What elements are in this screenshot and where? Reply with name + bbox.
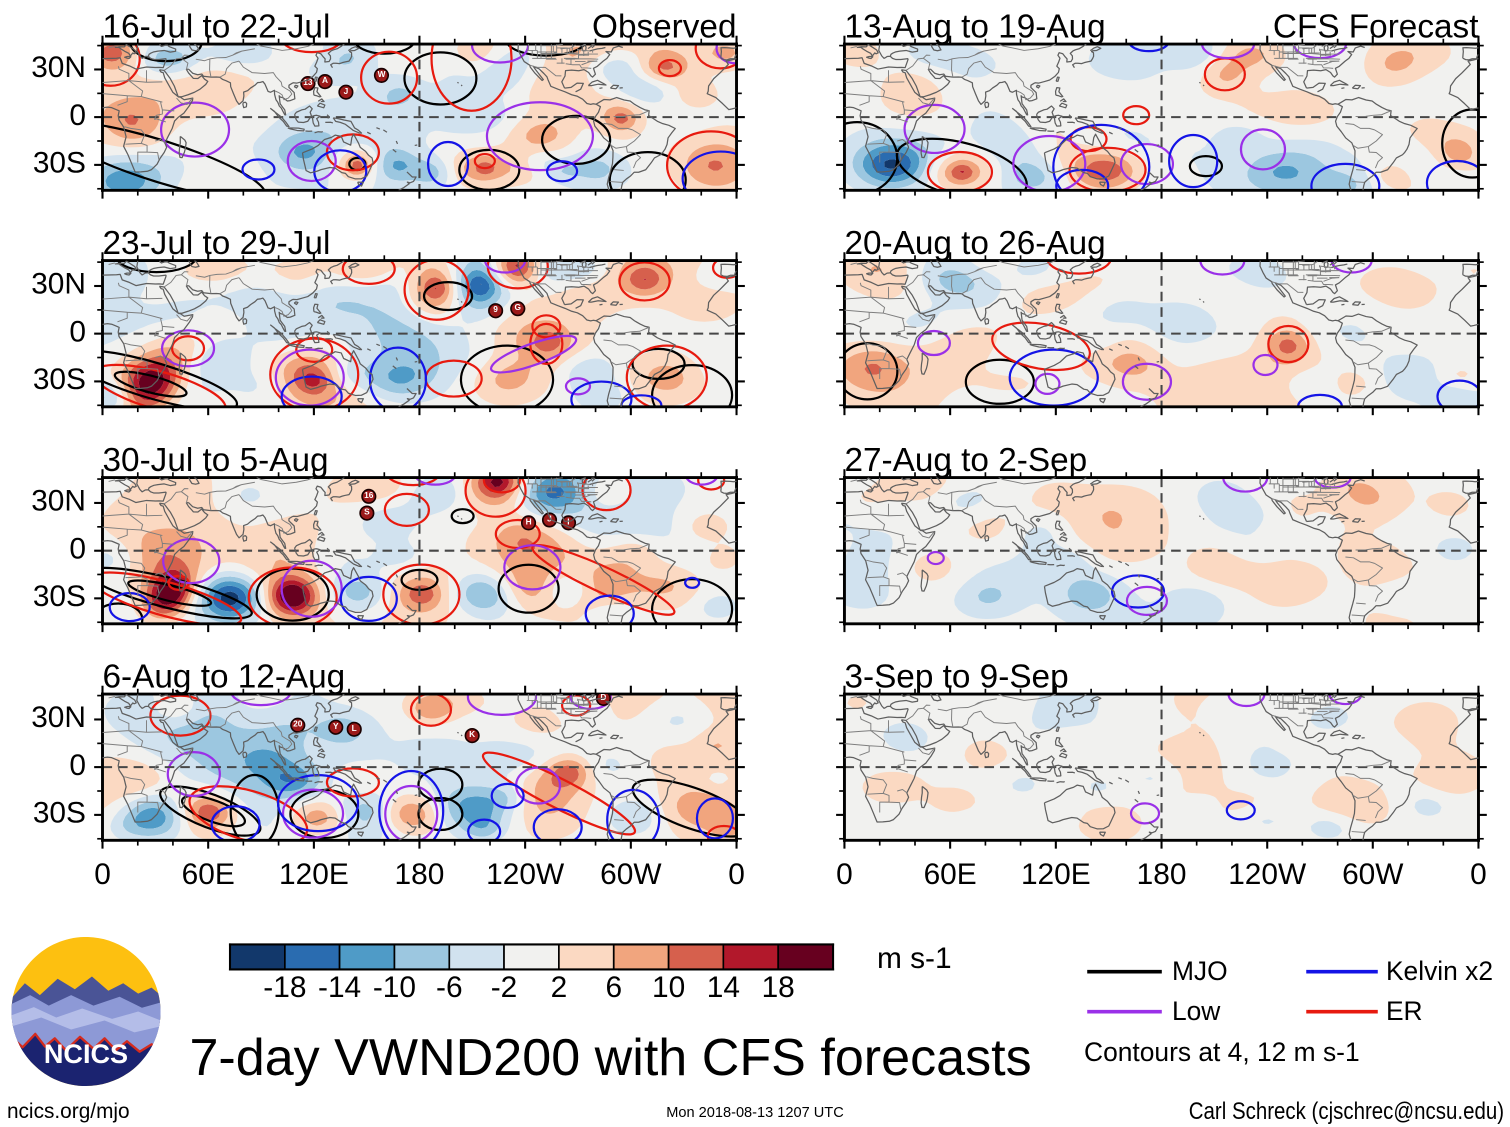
svg-text:60W: 60W [600, 858, 662, 891]
svg-text:-2: -2 [491, 971, 518, 1004]
svg-text:Carl Schreck (cjschrec@ncsu.ed: Carl Schreck (cjschrec@ncsu.edu) [1189, 1099, 1504, 1125]
svg-text:27-Aug to 2-Sep: 27-Aug to 2-Sep [844, 442, 1087, 479]
svg-text:2: 2 [551, 971, 568, 1004]
svg-text:-14: -14 [318, 971, 361, 1004]
svg-text:Low: Low [1172, 996, 1221, 1026]
svg-text:-10: -10 [373, 971, 416, 1004]
svg-text:16: 16 [364, 490, 374, 500]
svg-text:9: 9 [493, 304, 498, 314]
svg-text:K: K [469, 729, 475, 739]
svg-text:10: 10 [652, 971, 685, 1004]
svg-text:180: 180 [1137, 858, 1187, 891]
svg-text:60E: 60E [924, 858, 977, 891]
svg-text:Kelvin x2: Kelvin x2 [1386, 956, 1493, 986]
svg-text:20-Aug to 26-Aug: 20-Aug to 26-Aug [844, 225, 1105, 262]
svg-text:S: S [364, 507, 370, 517]
svg-text:13-Aug to 19-Aug: 13-Aug to 19-Aug [844, 9, 1105, 46]
svg-text:30S: 30S [33, 363, 86, 396]
svg-text:m s-1: m s-1 [877, 942, 952, 975]
svg-text:W: W [378, 69, 386, 79]
svg-text:3-Sep to 9-Sep: 3-Sep to 9-Sep [844, 659, 1068, 696]
svg-text:60W: 60W [1342, 858, 1404, 891]
svg-text:30N: 30N [31, 51, 86, 84]
svg-text:13: 13 [303, 77, 313, 87]
svg-text:30N: 30N [31, 701, 86, 734]
svg-text:L: L [352, 723, 357, 733]
svg-text:30-Jul to 5-Aug: 30-Jul to 5-Aug [103, 442, 329, 479]
svg-text:120W: 120W [486, 858, 565, 891]
svg-text:0: 0 [1470, 858, 1487, 891]
svg-text:30N: 30N [31, 485, 86, 518]
svg-text:30S: 30S [33, 147, 86, 180]
svg-text:Y: Y [333, 721, 339, 731]
svg-text:120W: 120W [1228, 858, 1307, 891]
svg-text:0: 0 [69, 99, 86, 132]
svg-text:120E: 120E [279, 858, 349, 891]
svg-text:A: A [322, 75, 328, 85]
svg-text:14: 14 [707, 971, 740, 1004]
svg-text:-18: -18 [263, 971, 306, 1004]
svg-text:0: 0 [69, 315, 86, 348]
svg-text:-6: -6 [436, 971, 463, 1004]
svg-text:30S: 30S [33, 797, 86, 830]
svg-text:0: 0 [69, 749, 86, 782]
svg-text:0: 0 [94, 858, 111, 891]
svg-text:7-day VWND200 with CFS forecas: 7-day VWND200 with CFS forecasts [189, 1029, 1031, 1087]
svg-text:NCICS: NCICS [44, 1038, 128, 1069]
svg-text:0: 0 [728, 858, 745, 891]
svg-text:18: 18 [762, 971, 795, 1004]
svg-text:0: 0 [836, 858, 853, 891]
svg-text:ncics.org/mjo: ncics.org/mjo [7, 1100, 130, 1123]
svg-text:ER: ER [1386, 996, 1423, 1026]
svg-text:20: 20 [293, 719, 303, 729]
svg-text:30N: 30N [31, 268, 86, 301]
svg-text:H: H [526, 516, 532, 526]
svg-text:Observed: Observed [592, 9, 737, 46]
svg-text:180: 180 [395, 858, 445, 891]
svg-text:G: G [515, 302, 521, 312]
svg-text:J: J [344, 86, 349, 96]
svg-text:0: 0 [69, 532, 86, 565]
svg-text:6-Aug to 12-Aug: 6-Aug to 12-Aug [103, 659, 346, 696]
svg-text:6: 6 [605, 971, 622, 1004]
svg-text:30S: 30S [33, 580, 86, 613]
svg-text:Mon 2018-08-13 1207 UTC: Mon 2018-08-13 1207 UTC [666, 1105, 843, 1121]
svg-text:CFS Forecast: CFS Forecast [1273, 9, 1479, 46]
svg-text:60E: 60E [182, 858, 235, 891]
svg-text:23-Jul to 29-Jul: 23-Jul to 29-Jul [103, 225, 331, 262]
svg-text:Contours at 4, 12 m s-1: Contours at 4, 12 m s-1 [1084, 1037, 1360, 1067]
svg-text:MJO: MJO [1172, 956, 1228, 986]
svg-text:16-Jul to 22-Jul: 16-Jul to 22-Jul [103, 9, 331, 46]
svg-text:120E: 120E [1021, 858, 1091, 891]
svg-text:D: D [600, 692, 606, 702]
